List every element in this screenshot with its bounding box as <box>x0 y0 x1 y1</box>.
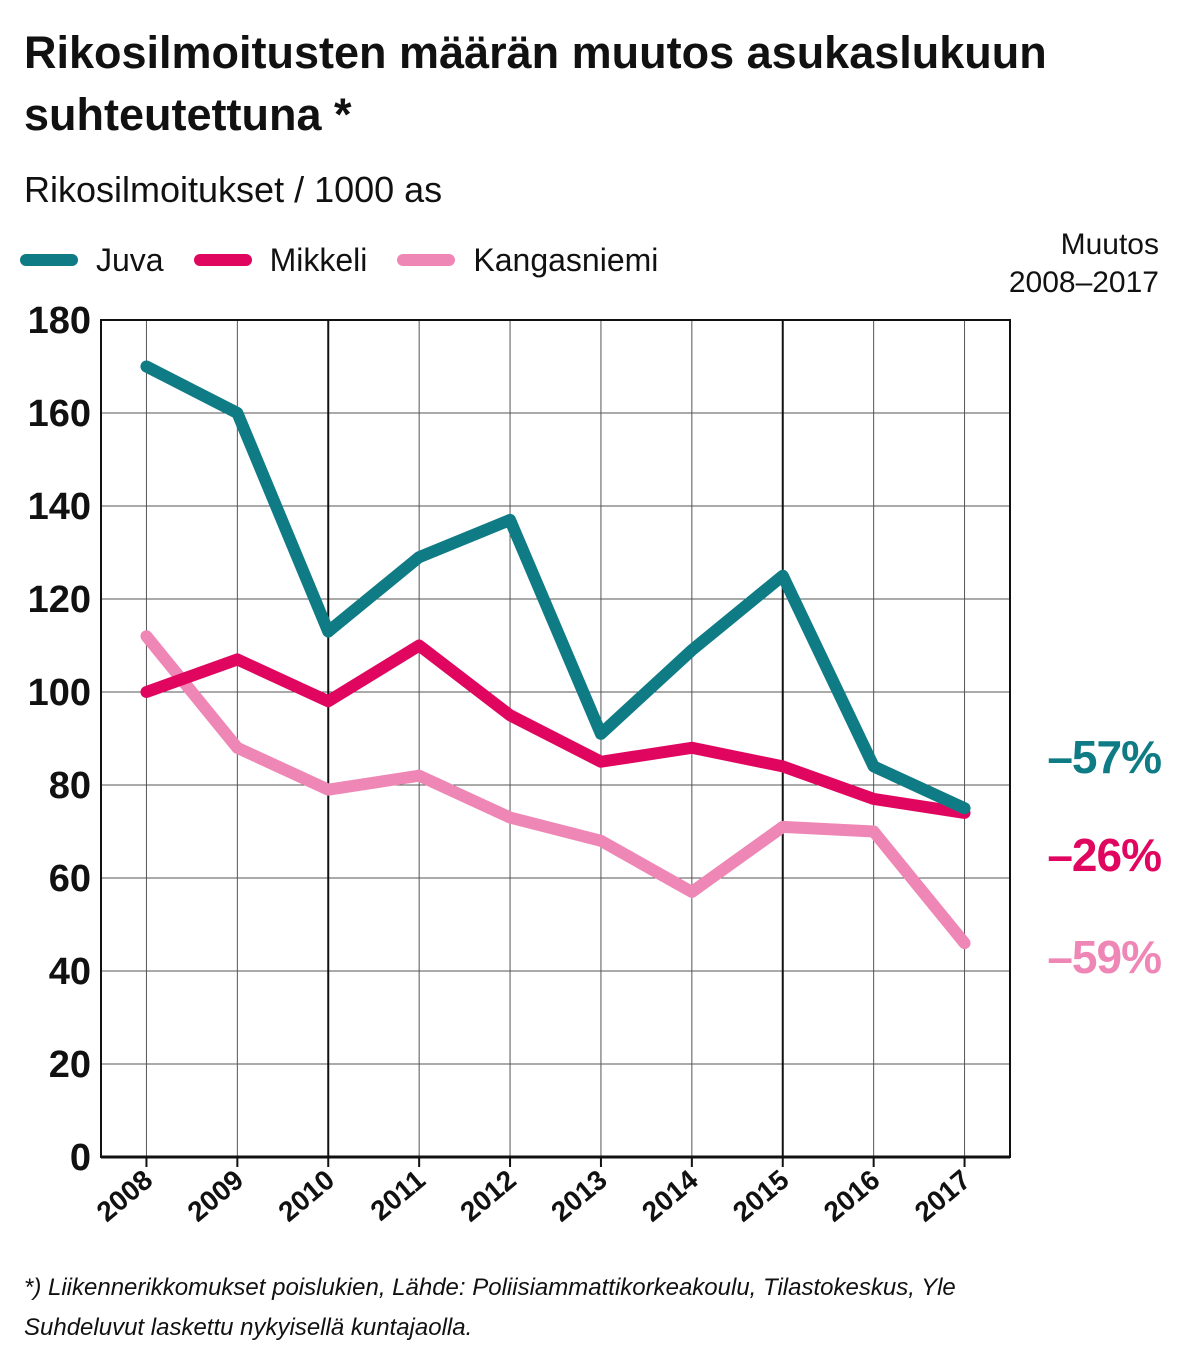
x-tick-label: 2017 <box>909 1164 977 1228</box>
legend-swatch-juva <box>20 254 78 266</box>
x-tick-label: 2013 <box>545 1164 613 1228</box>
x-tick-label: 2009 <box>182 1164 250 1228</box>
y-tick-label: 180 <box>28 300 91 342</box>
x-tick-label: 2008 <box>91 1164 159 1228</box>
x-tick-label: 2016 <box>818 1164 886 1228</box>
y-tick-label: 40 <box>49 951 91 993</box>
footnote-line1: *) Liikennerikkomukset poislukien, Lähde… <box>24 1274 956 1301</box>
footnote-line2: Suhdeluvut laskettu nykyisellä kuntajaol… <box>24 1314 473 1341</box>
legend-item-juva: Juva <box>20 238 164 282</box>
y-tick-label: 60 <box>49 858 91 900</box>
change-juva: –57% <box>1047 731 1162 783</box>
x-tick-label: 2014 <box>636 1164 704 1228</box>
tick-labels: 0 20 40 60 80 100 120 140 160 180 2008 2009 2010 2011… <box>28 300 977 1228</box>
legend-item-mikkeli: Mikkeli <box>193 238 368 282</box>
legend-label-juva: Juva <box>96 242 164 278</box>
series-line-juva <box>140 360 971 815</box>
y-tick-label: 100 <box>28 672 91 714</box>
y-tick-label: 80 <box>49 765 91 807</box>
change-mikkeli: –26% <box>1047 829 1162 881</box>
grid-lines <box>101 320 1010 1157</box>
y-tick-label: 120 <box>28 579 91 621</box>
series-line-mikkeli <box>140 639 971 819</box>
change-kangasniemi: –59% <box>1047 931 1162 983</box>
x-tick-label: 2015 <box>727 1164 795 1228</box>
x-tick-label: 2012 <box>454 1164 522 1228</box>
footnote: *) Liikennerikkomukset poislukien, Lähde… <box>24 1268 956 1348</box>
change-header-line2: 2008–2017 <box>1008 266 1159 299</box>
y-tick-label: 140 <box>28 486 91 528</box>
chart-title: Rikosilmoitusten määrän muutos asukasluk… <box>24 27 1047 140</box>
y-tick-label: 0 <box>70 1137 91 1179</box>
y-tick-label: 20 <box>49 1044 91 1086</box>
change-header-line1: Muutos <box>1060 228 1159 261</box>
legend-label-mikkeli: Mikkeli <box>269 242 368 278</box>
x-tick-label: 2011 <box>365 1164 431 1227</box>
legend-item-kangasniemi: Kangasniemi <box>397 238 658 282</box>
legend-label-kangasniemi: Kangasniemi <box>473 242 659 278</box>
series-line-kangasniemi <box>140 630 971 950</box>
chart-subtitle: Rikosilmoitukset / 1000 as <box>24 169 443 210</box>
legend: Juva Mikkeli Kangasniemi <box>20 238 688 282</box>
series-lines <box>140 360 971 950</box>
axes <box>100 319 1011 1167</box>
legend-swatch-mikkeli <box>193 254 252 266</box>
x-tick-label: 2010 <box>272 1164 340 1228</box>
y-tick-label: 160 <box>28 393 91 435</box>
legend-swatch-kangasniemi <box>397 254 456 266</box>
change-header: Muutos 2008–2017 <box>1009 226 1159 302</box>
